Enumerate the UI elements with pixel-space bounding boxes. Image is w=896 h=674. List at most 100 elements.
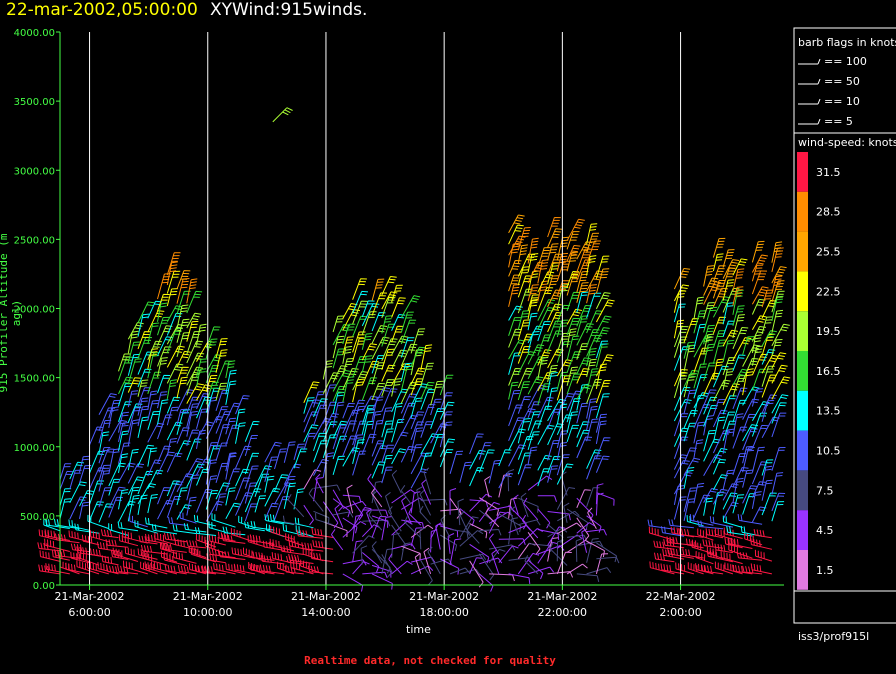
wind-barb <box>703 343 715 366</box>
wind-barb <box>712 330 726 348</box>
wind-barb <box>712 416 726 443</box>
wind-barb <box>352 337 366 362</box>
wind-barb <box>566 366 579 386</box>
wind-barb <box>186 366 204 386</box>
wind-barb <box>751 368 767 391</box>
wind-barb <box>691 540 714 555</box>
y-tick-label: 500.00 <box>20 512 55 523</box>
wind-barb <box>362 509 389 517</box>
wind-barb <box>157 293 170 312</box>
wind-barb <box>566 335 580 361</box>
y-axis-label: 915 Profiler Altitude (m agl) <box>0 233 23 393</box>
wind-barb <box>703 488 718 503</box>
wind-barb <box>186 496 197 516</box>
wind-barb <box>352 371 369 391</box>
x-tick-date: 21-Mar-2002 <box>173 590 243 603</box>
wind-barb <box>322 452 334 478</box>
wind-barb <box>332 324 351 346</box>
wind-barb <box>508 214 525 234</box>
wind-barb <box>264 514 285 525</box>
wind-barb <box>527 294 539 311</box>
wind-barb <box>186 438 202 461</box>
wind-barb <box>566 351 582 373</box>
wind-barb <box>118 376 133 395</box>
wind-barb <box>105 539 129 548</box>
barb-legend-symbol <box>798 58 821 65</box>
wind-barb <box>518 519 541 526</box>
wind-barb <box>205 396 218 424</box>
wind-barb <box>586 270 604 292</box>
wind-barb <box>693 323 707 349</box>
x-tick-time: 14:00:00 <box>301 606 350 619</box>
wind-barb <box>420 498 448 506</box>
wind-barb <box>722 515 743 528</box>
wind-barb <box>303 432 316 451</box>
wind-barb <box>576 305 592 327</box>
wind-barb <box>346 484 354 514</box>
wind-barb <box>508 317 521 336</box>
wind-barb <box>547 312 563 333</box>
wind-barb <box>557 522 582 535</box>
wind-barb <box>147 348 159 370</box>
wind-barb <box>439 392 453 411</box>
wind-barb <box>732 289 744 315</box>
wind-barb <box>722 492 738 510</box>
wind-barb <box>595 268 610 294</box>
wind-barb <box>683 422 697 442</box>
wind-barb <box>517 464 532 486</box>
wind-barb <box>215 338 228 359</box>
wind-barb <box>556 341 571 363</box>
wind-barb <box>176 408 188 426</box>
wind-barb <box>586 240 601 266</box>
wind-barb <box>595 492 604 516</box>
wind-barb <box>154 532 178 546</box>
wind-barb <box>595 255 610 279</box>
wind-barb <box>732 494 745 514</box>
wind-barb <box>420 389 435 410</box>
wind-barb <box>517 396 531 414</box>
wind-barb <box>38 564 61 575</box>
wind-barb <box>342 345 353 364</box>
wind-barb <box>69 469 82 490</box>
wind-barb <box>371 541 383 564</box>
wind-barb <box>563 502 570 523</box>
wind-barb <box>722 302 735 325</box>
wind-barb <box>751 240 765 263</box>
wind-barb <box>166 327 183 353</box>
wind-barb <box>479 529 502 536</box>
wind-barb <box>449 567 470 575</box>
wind-barb <box>400 485 412 505</box>
wind-barb <box>332 348 345 369</box>
wind-barb <box>259 564 285 575</box>
wind-barb <box>712 430 731 454</box>
wind-barb <box>352 356 367 378</box>
wind-barb <box>478 553 495 581</box>
wind-barb <box>361 360 379 386</box>
wind-barb <box>693 347 709 373</box>
wind-barb <box>595 354 614 377</box>
wind-barb <box>576 343 589 360</box>
wind-barb <box>283 463 302 485</box>
wind-barb <box>430 398 442 416</box>
wind-barb <box>157 499 174 520</box>
wind-barb <box>547 243 559 261</box>
wind-barb <box>439 438 456 458</box>
wind-barb <box>751 353 768 376</box>
wind-barb <box>547 320 562 342</box>
axes-layer: 0.00 500.00 1000.00 1500.00 2000.00 2500.00 30… <box>14 28 784 619</box>
wind-barb <box>722 368 734 391</box>
wind-barb <box>147 310 165 333</box>
wind-barb <box>186 383 204 404</box>
wind-barb <box>108 496 123 518</box>
wind-barb <box>89 530 109 543</box>
wind-barb <box>176 366 189 383</box>
wind-barb <box>186 410 198 437</box>
wind-barb <box>683 318 700 343</box>
wind-barb <box>586 418 599 442</box>
wind-barb <box>388 553 402 575</box>
wind-barb <box>761 330 777 347</box>
wind-barb <box>576 368 590 384</box>
speed-swatch <box>797 152 808 192</box>
x-tick-date: 21-Mar-2002 <box>291 590 361 603</box>
wind-barb <box>342 402 355 419</box>
